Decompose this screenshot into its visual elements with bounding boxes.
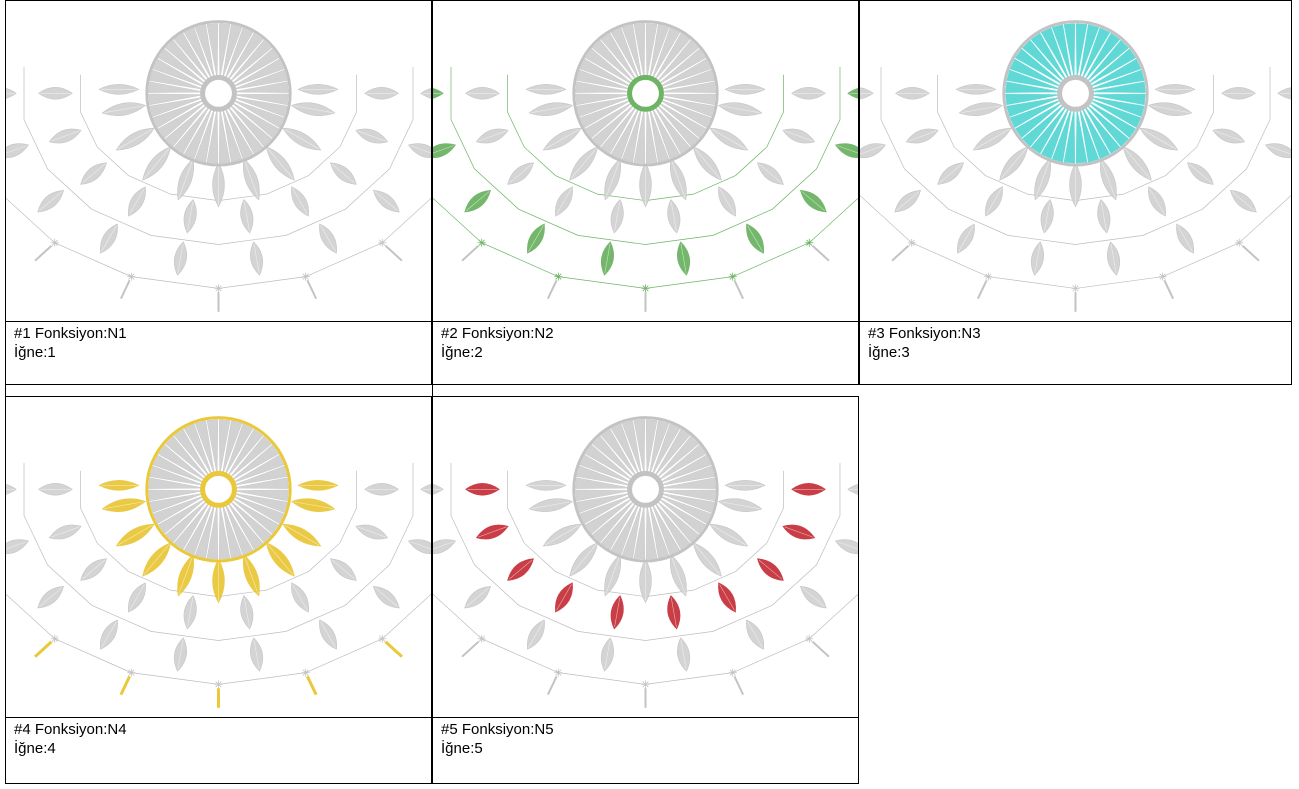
embroidery-preview-5	[433, 397, 858, 717]
thread-card-4[interactable]: #4 Fonksiyon:N4 İğne:4	[5, 396, 432, 784]
card-caption: #5 Fonksiyon:N5 İğne:5	[433, 717, 858, 783]
function-label: #4 Fonksiyon:N4	[14, 721, 127, 738]
needle-label: İğne:3	[868, 344, 910, 361]
function-label: #3 Fonksiyon:N3	[868, 325, 981, 342]
thread-card-3[interactable]: #3 Fonksiyon:N3 İğne:3	[859, 0, 1292, 385]
separator-tick	[432, 385, 433, 397]
needle-label: İğne:1	[14, 344, 56, 361]
card-caption: #1 Fonksiyon:N1 İğne:1	[6, 321, 431, 384]
embroidery-preview-1	[6, 1, 431, 321]
card-caption: #4 Fonksiyon:N4 İğne:4	[6, 717, 431, 783]
needle-label: İğne:4	[14, 740, 56, 757]
function-label: #2 Fonksiyon:N2	[441, 325, 554, 342]
needle-label: İğne:2	[441, 344, 483, 361]
embroidery-preview-4	[6, 397, 431, 717]
function-label: #1 Fonksiyon:N1	[14, 325, 127, 342]
separator-tick	[5, 385, 6, 397]
thread-card-1[interactable]: #1 Fonksiyon:N1 İğne:1	[5, 0, 432, 385]
card-caption: #3 Fonksiyon:N3 İğne:3	[860, 321, 1291, 384]
card-caption: #2 Fonksiyon:N2 İğne:2	[433, 321, 858, 384]
thread-card-5[interactable]: #5 Fonksiyon:N5 İğne:5	[432, 396, 859, 784]
needle-label: İğne:5	[441, 740, 483, 757]
function-label: #5 Fonksiyon:N5	[441, 721, 554, 738]
thread-card-2[interactable]: #2 Fonksiyon:N2 İğne:2	[432, 0, 859, 385]
embroidery-preview-2	[433, 1, 858, 321]
embroidery-preview-3	[860, 1, 1291, 321]
